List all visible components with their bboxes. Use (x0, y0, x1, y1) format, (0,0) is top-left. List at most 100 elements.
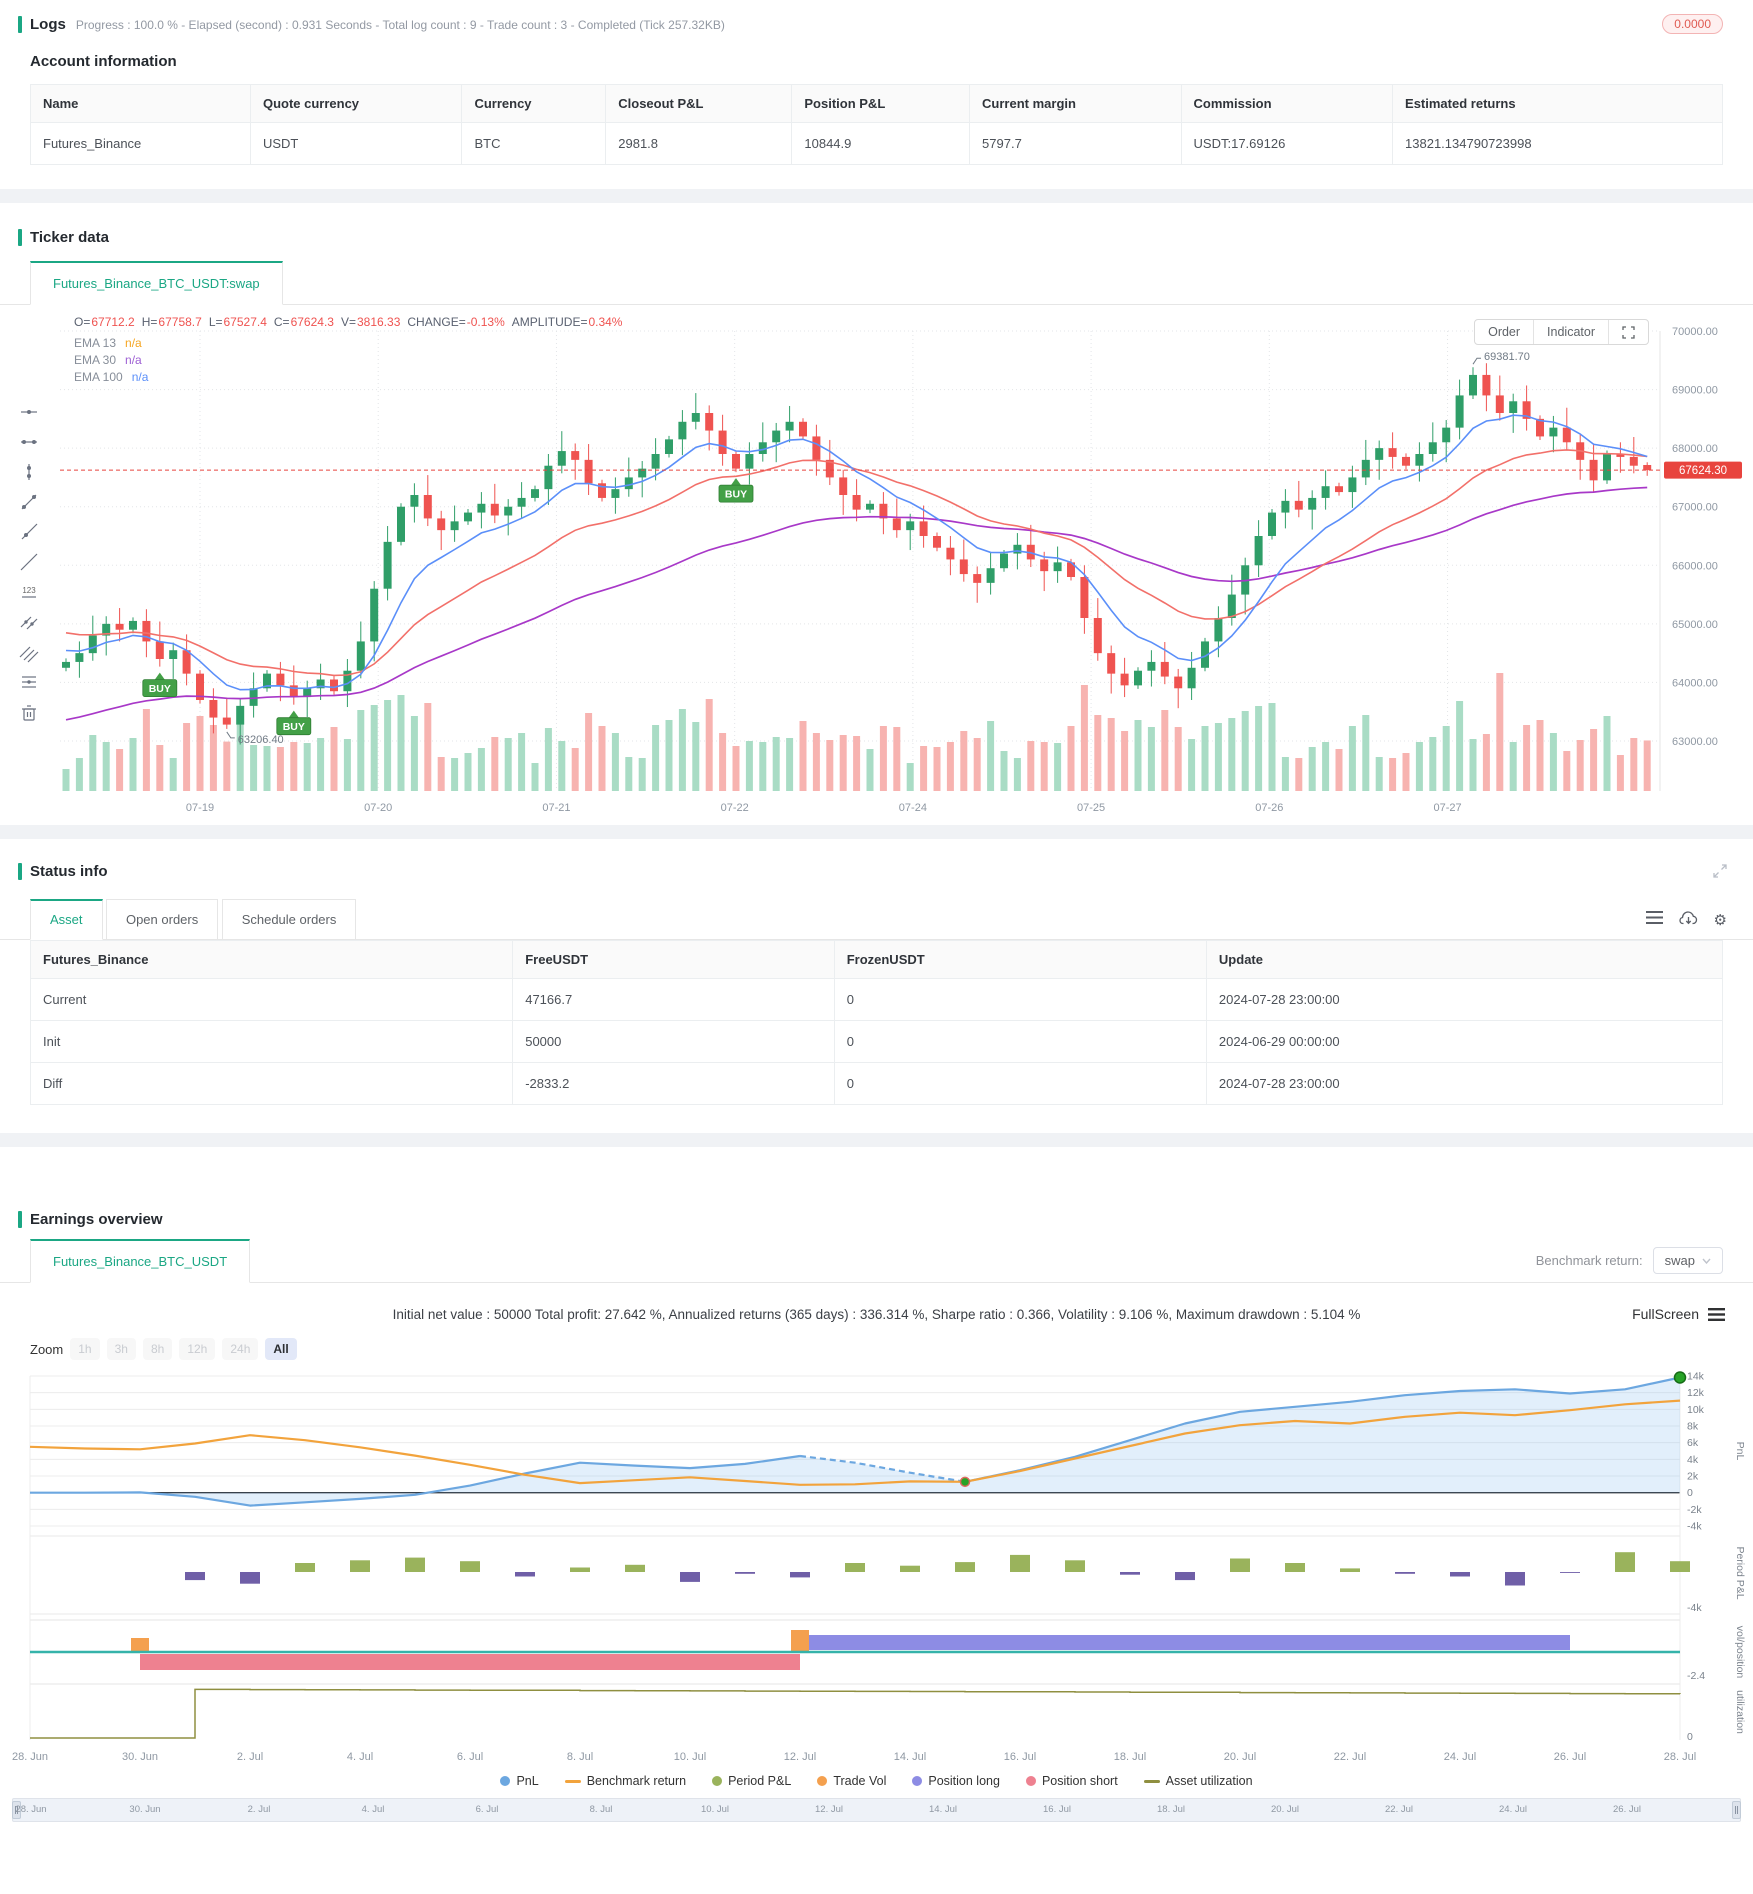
horizontal-ray-icon[interactable] (16, 429, 42, 455)
tab-asset[interactable]: Asset (30, 899, 103, 940)
extended-line-icon[interactable] (16, 549, 42, 575)
zoom-12h-button[interactable]: 12h (179, 1338, 216, 1360)
drawing-toolbar: 123 (10, 399, 48, 725)
lines-stack-icon[interactable] (16, 669, 42, 695)
zoom-8h-button[interactable]: 8h (142, 1338, 173, 1360)
trend-line-icon[interactable] (16, 489, 42, 515)
fullscreen-button[interactable]: FullScreen (1632, 1306, 1725, 1322)
svg-text:BUY: BUY (725, 489, 747, 501)
ray-line-icon[interactable] (16, 519, 42, 545)
col-frozen-usdt: FrozenUSDT (833, 940, 1207, 979)
zoom-all-button[interactable]: All (265, 1338, 297, 1360)
candlestick-chart[interactable]: 70000.00 69000.00 68000.00 67000.00 66000.00… (0, 311, 1753, 825)
tab-futures-binance-btc-usdt[interactable]: Futures_Binance_BTC_USDT (30, 1239, 251, 1283)
navigator-right-handle[interactable] (1732, 1801, 1741, 1819)
gear-icon[interactable]: ⚙ (1713, 911, 1727, 929)
parallel-lines-icon[interactable] (16, 609, 42, 635)
col-position-pnl: Position P&L (791, 84, 971, 123)
svg-text:07-25: 07-25 (1077, 802, 1105, 814)
svg-text:12k: 12k (1687, 1387, 1705, 1399)
earnings-legend: PnL Benchmark return Period P&L Trade Vo… (0, 1774, 1753, 1788)
legend-asset-utilization[interactable]: Asset utilization (1143, 1774, 1253, 1788)
svg-text:30. Jun: 30. Jun (122, 1751, 158, 1763)
navigator-label: 28. Jun (15, 1804, 47, 1815)
indicator-button[interactable]: Indicator (1533, 320, 1608, 344)
svg-text:8k: 8k (1687, 1421, 1699, 1433)
expand-icon[interactable] (1608, 320, 1648, 344)
zoom-controls: Zoom 1h 3h 8h 12h 24h All (30, 1338, 1753, 1360)
svg-text:07-19: 07-19 (186, 802, 214, 814)
range-navigator[interactable]: 28. Jun 30. Jun 2. Jul 4. Jul 6. Jul 8. Jul 10… (12, 1798, 1741, 1822)
svg-text:-2.4: -2.4 (1687, 1670, 1705, 1682)
section-accent-bar (18, 229, 22, 246)
cell-current-margin: 5797.7 (969, 122, 1182, 165)
position-short-bar (140, 1654, 800, 1670)
svg-text:10k: 10k (1687, 1404, 1705, 1416)
svg-text:67624.30: 67624.30 (1679, 465, 1727, 477)
empty-gap (0, 1147, 1753, 1211)
legend-position-long[interactable]: Position long (912, 1774, 1000, 1788)
benchmark-label: Benchmark return: (1535, 1253, 1643, 1268)
col-current-margin: Current margin (969, 84, 1182, 123)
navigator-left-handle[interactable] (12, 1801, 21, 1819)
section-divider (0, 189, 1753, 203)
numbers-123-icon[interactable]: 123 (16, 579, 42, 605)
svg-text:Period P&L: Period P&L (1734, 1546, 1746, 1599)
section-accent-bar (18, 16, 22, 33)
svg-text:65000.00: 65000.00 (1672, 619, 1718, 631)
svg-text:70000.00: 70000.00 (1672, 326, 1718, 338)
account-header-row: Name Quote currency Currency Closeout P&… (30, 84, 1723, 123)
status-header-row: Futures_Binance FreeUSDT FrozenUSDT Upda… (29, 940, 1724, 979)
ticker-section: Ticker data Futures_Binance_BTC_USDT:swa… (0, 203, 1753, 825)
legend-position-short[interactable]: Position short (1025, 1774, 1118, 1788)
svg-text:67000.00: 67000.00 (1672, 502, 1718, 514)
svg-text:63206.40: 63206.40 (238, 734, 284, 746)
channel-lines-icon[interactable] (16, 639, 42, 665)
current-price-tag: 67624.30 (1664, 461, 1742, 479)
legend-trade-vol[interactable]: Trade Vol (817, 1774, 886, 1788)
status-title: Status info (30, 863, 108, 880)
tab-schedule-orders[interactable]: Schedule orders (221, 899, 357, 940)
tab-open-orders[interactable]: Open orders (105, 899, 219, 940)
section-divider (0, 1133, 1753, 1147)
legend-pnl[interactable]: PnL (500, 1774, 539, 1788)
navigator-label: 24. Jul (1499, 1804, 1527, 1815)
utilization-line (30, 1688, 1681, 1739)
col-estimated-returns: Estimated returns (1392, 84, 1723, 123)
current-link[interactable]: Current (29, 978, 514, 1021)
legend-period-pnl[interactable]: Period P&L (712, 1774, 791, 1788)
zoom-24h-button[interactable]: 24h (222, 1338, 259, 1360)
navigator-label: 12. Jul (815, 1804, 843, 1815)
vertical-segment-icon[interactable] (16, 459, 42, 485)
status-row-init: Init 50000 0 2024-06-29 00:00:00 (29, 1020, 1724, 1063)
horizontal-segment-icon[interactable] (16, 399, 42, 425)
navigator-label: 14. Jul (929, 1804, 957, 1815)
svg-text:2k: 2k (1687, 1471, 1699, 1483)
benchmark-return-control: Benchmark return: swap (1536, 1247, 1723, 1274)
col-update: Update (1205, 940, 1724, 979)
candlestick-chart-wrap: 70000.00 69000.00 68000.00 67000.00 66000.00… (0, 311, 1753, 825)
account-section: Account information Name Quote currency … (0, 53, 1753, 189)
cloud-download-icon[interactable] (1678, 910, 1698, 930)
account-row: Futures_Binance USDT BTC 2981.8 10844.9 … (30, 122, 1723, 165)
ticker-tabs: Futures_Binance_BTC_USDT:swap (0, 260, 1753, 305)
earnings-chart[interactable]: 14k 12k 10k 8k 6k 4k 2k 0 -2k -4k -4k -2.4 0 PnL Perio… (0, 1368, 1753, 1770)
tab-futures-binance-btc-usdt-swap[interactable]: Futures_Binance_BTC_USDT:swap (30, 261, 283, 305)
zoom-1h-button[interactable]: 1h (70, 1338, 100, 1360)
menu-icon (1708, 1307, 1725, 1321)
svg-text:6. Jul: 6. Jul (457, 1751, 483, 1763)
navigator-label: 10. Jul (701, 1804, 729, 1815)
svg-text:4. Jul: 4. Jul (347, 1751, 373, 1763)
trash-icon[interactable] (16, 699, 42, 725)
collapse-icon[interactable] (1713, 864, 1727, 883)
list-icon[interactable] (1645, 911, 1663, 929)
benchmark-select[interactable]: swap (1652, 1247, 1723, 1274)
svg-text:28. Jun: 28. Jun (12, 1751, 48, 1763)
order-button[interactable]: Order (1488, 325, 1521, 339)
legend-benchmark-return[interactable]: Benchmark return (564, 1774, 686, 1788)
navigator-label: 8. Jul (589, 1804, 613, 1815)
svg-text:20. Jul: 20. Jul (1224, 1751, 1256, 1763)
navigator-label: 22. Jul (1385, 1804, 1413, 1815)
zoom-3h-button[interactable]: 3h (106, 1338, 136, 1360)
svg-text:26. Jul: 26. Jul (1554, 1751, 1586, 1763)
